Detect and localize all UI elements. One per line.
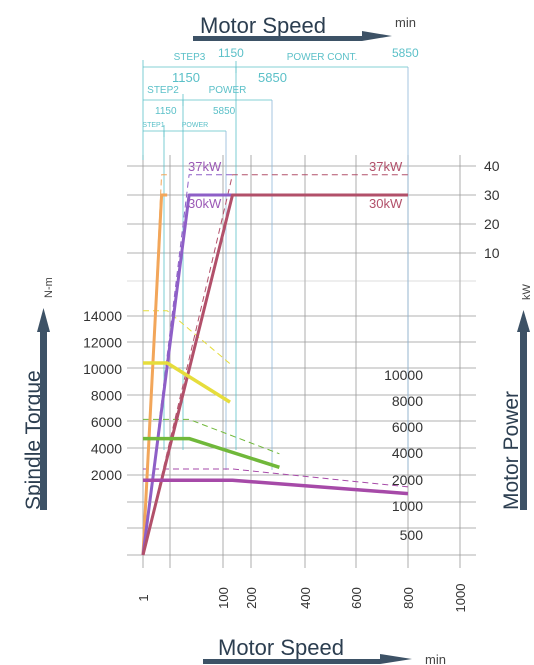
bracket-name: STEP1 (142, 122, 164, 129)
left-axis-bar (40, 330, 47, 510)
torque-tick-right: 1000 (392, 498, 423, 514)
torque-tick-left: 10000 (83, 361, 122, 377)
bracket-name: STEP2 (147, 85, 179, 96)
torque-tick-left: 4000 (91, 441, 122, 457)
torque-line (143, 478, 409, 496)
torque-tick-left: 2000 (91, 467, 122, 483)
grid (127, 155, 476, 568)
right-axis-bar (520, 330, 527, 510)
power-label: 30kW (369, 196, 403, 211)
bottom-title-unit: min (425, 652, 446, 665)
top-arrow-icon (193, 31, 392, 41)
right-axis-label: Motor Power (500, 391, 523, 510)
x-tick-label: 100 (216, 587, 231, 609)
torque-tick-left: 8000 (91, 388, 122, 404)
power-tick: 20 (484, 216, 500, 232)
bracket-name: STEP3 (174, 52, 206, 63)
power-label: 30kW (188, 196, 222, 211)
torque-max-line (143, 418, 280, 455)
bracket-name-2: POWER CONT. (287, 52, 358, 63)
torque-tick-right: 8000 (392, 393, 423, 409)
bracket-value: 1150 (172, 70, 200, 85)
torque-line (143, 436, 280, 469)
torque-tick-right: 500 (400, 527, 424, 543)
x-tick-label: 200 (244, 587, 259, 609)
torque-tick-right: 2000 (392, 472, 423, 488)
power-line (141, 193, 408, 556)
power-tick: 30 (484, 187, 500, 203)
power-tick: 10 (484, 245, 500, 261)
torque-tick-left: 6000 (91, 414, 122, 430)
left-axis-unit: N-m (43, 277, 55, 298)
labels-layer: Motor Speed min Motor Speed min Spindle … (22, 13, 533, 665)
torque-line (143, 361, 231, 404)
x-tick-label: 400 (298, 587, 313, 609)
torque-max-line (143, 310, 231, 365)
x-tick-label: 1 (136, 594, 151, 601)
power-max-line (142, 174, 168, 556)
bracket-value-2: 5850 (258, 70, 287, 85)
power-max-line (142, 174, 233, 556)
torque-tick-right: 6000 (392, 419, 423, 435)
x-tick-label: 600 (349, 587, 364, 609)
bottom-title: Motor Speed (218, 635, 344, 660)
right-arrow-up-icon (517, 310, 530, 332)
left-arrow-up-icon (37, 308, 50, 332)
torque-tick-right: 10000 (384, 367, 423, 383)
torque-tick-right: 4000 (392, 445, 423, 461)
speed-brackets: STEP3 POWER CONT. 1150 5850 STEP2 POWER 1150 58… (142, 46, 419, 470)
series-layer (141, 174, 409, 556)
x-tick-label: 800 (401, 587, 416, 609)
power-line (141, 193, 168, 556)
left-axis-label: Spindle Torque (22, 370, 45, 510)
power-line (141, 193, 233, 556)
bottom-arrow-icon (203, 654, 412, 664)
top-title: Motor Speed (200, 13, 326, 38)
top-title-unit: min (395, 15, 416, 30)
bracket-value: 1150 (218, 46, 244, 60)
bracket-value-2: 5850 (392, 46, 419, 60)
power-tick: 40 (484, 158, 500, 174)
right-axis-unit: kW (521, 284, 533, 301)
power-label: 37kW (188, 159, 222, 174)
power-max-line (142, 174, 408, 556)
power-label: 37kW (369, 159, 403, 174)
x-tick-label: 1000 (453, 584, 468, 613)
bracket-name-2: POWER (182, 122, 208, 129)
torque-tick-left: 14000 (83, 308, 122, 324)
bracket-value: 1150 (155, 106, 177, 117)
bracket-value-2: 5850 (213, 106, 236, 117)
bracket-name-2: POWER (209, 85, 247, 96)
torque-tick-left: 12000 (83, 335, 122, 351)
decorations (37, 31, 530, 664)
